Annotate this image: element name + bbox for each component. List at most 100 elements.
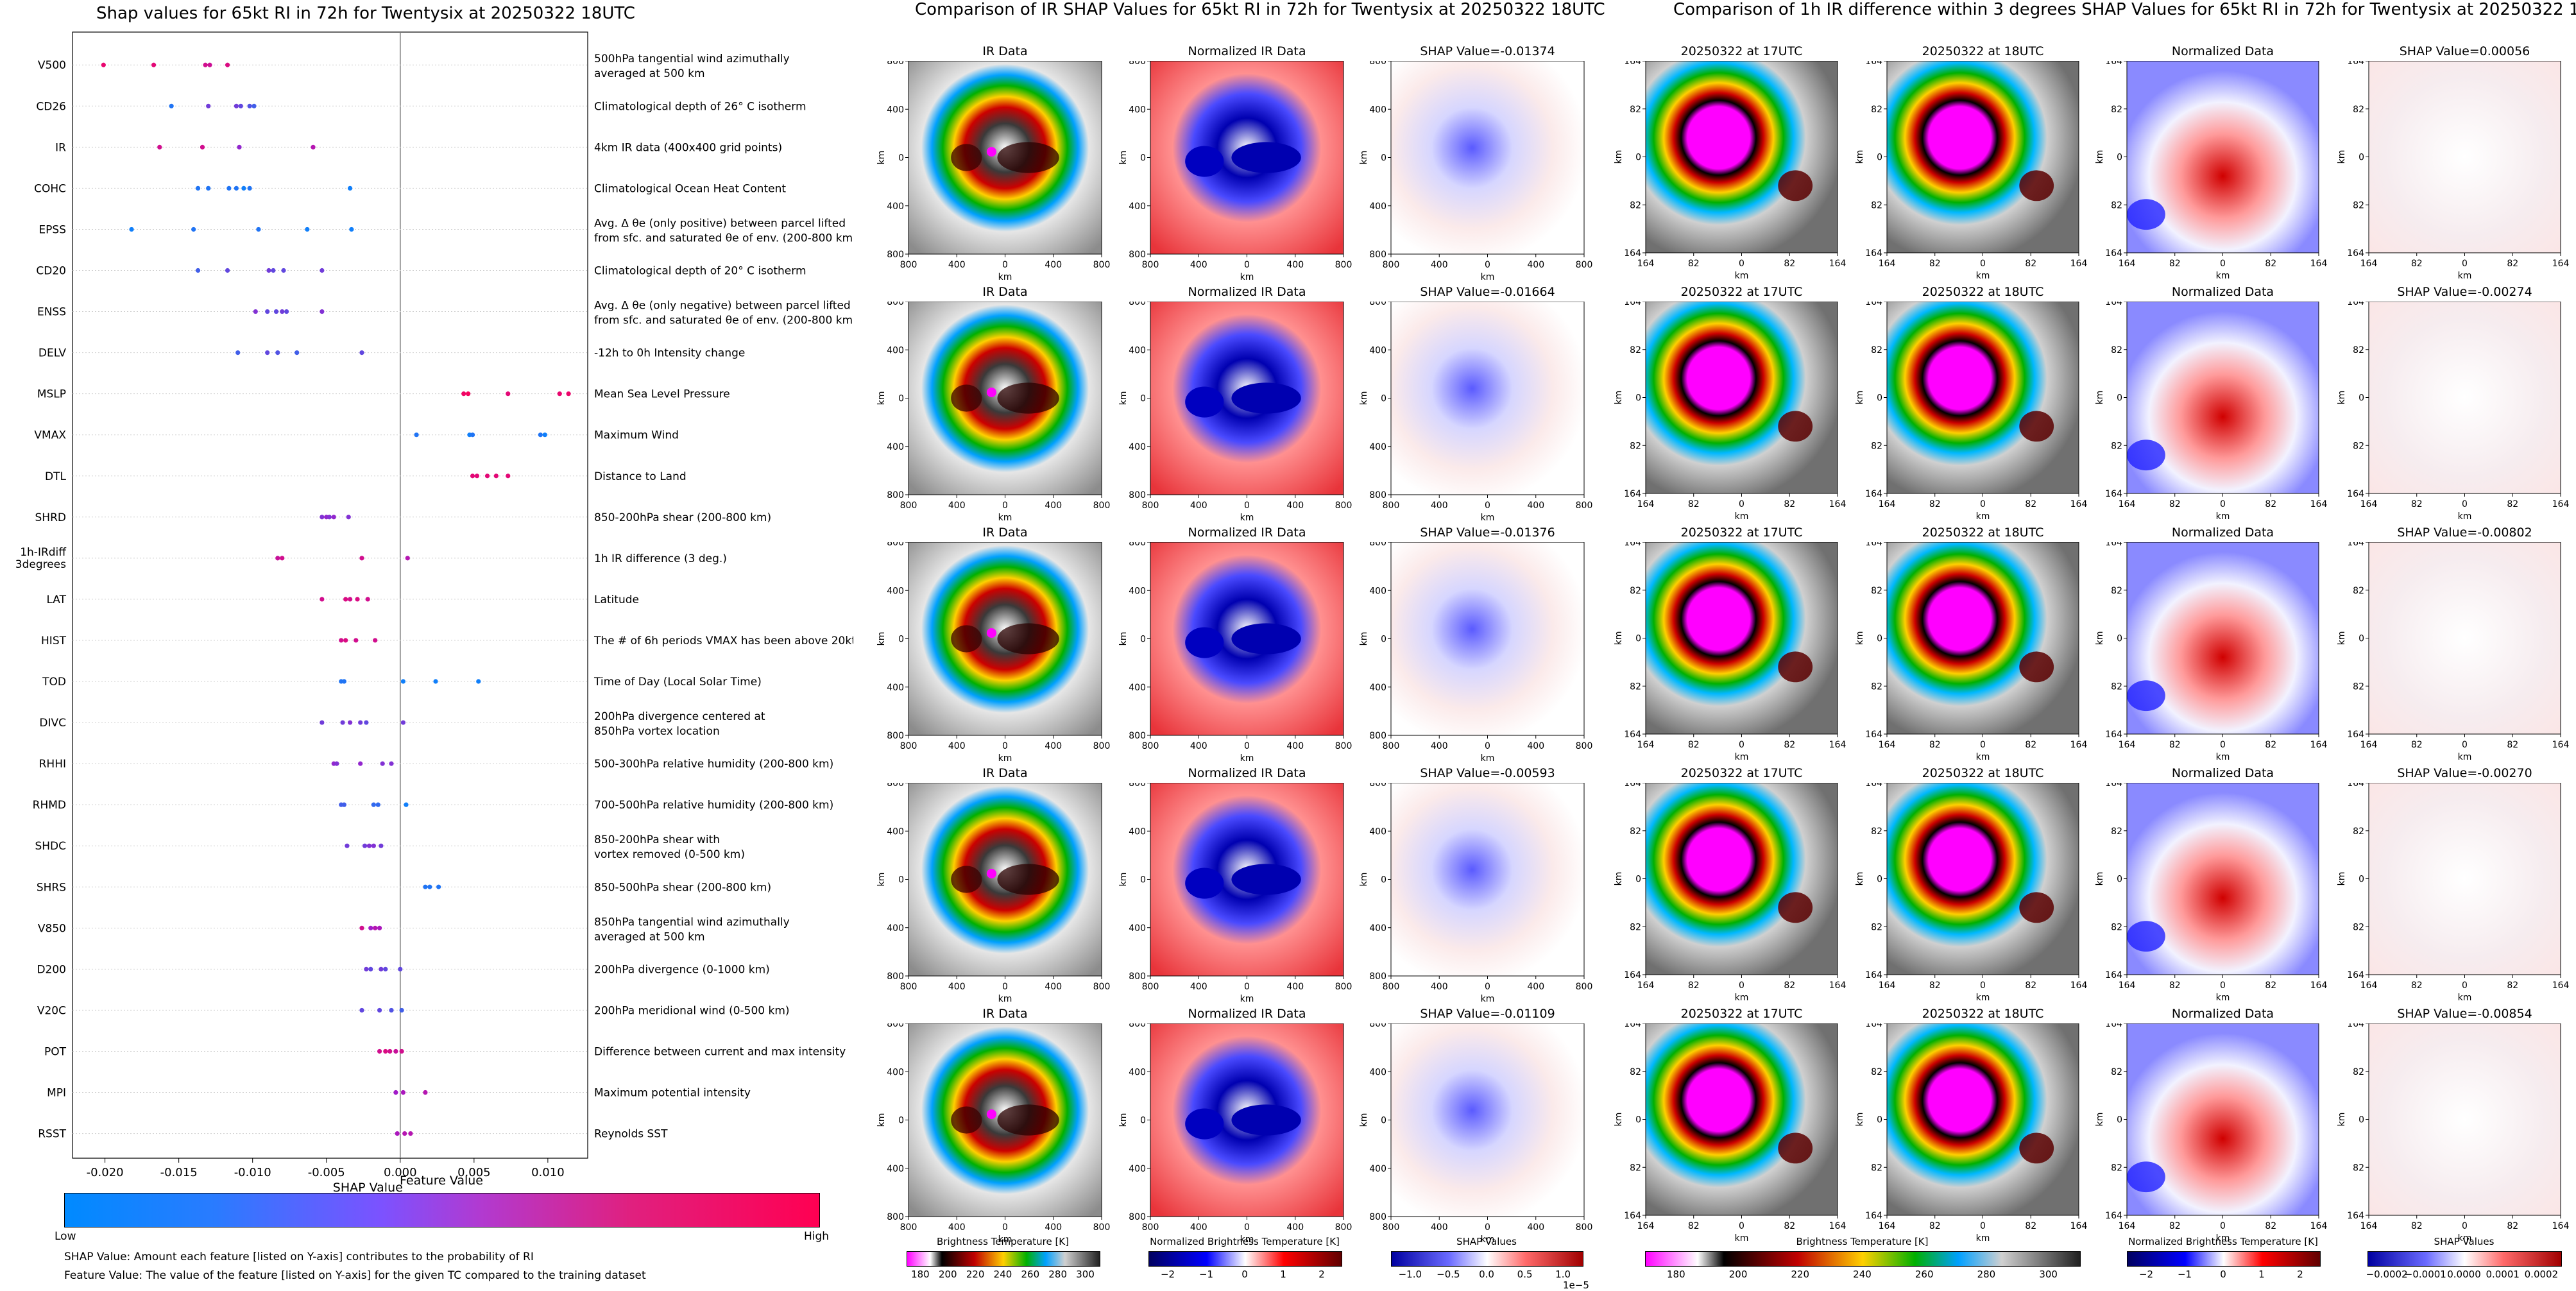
shap-point (405, 556, 410, 561)
shap-point (364, 966, 369, 971)
y-tick-label: 164 (2347, 302, 2364, 307)
x-tick-label: 0 (1980, 740, 1986, 750)
x-tick-label: 800 (1093, 982, 1111, 992)
x-tick-label: 800 (900, 260, 917, 270)
feature-description-line: 850-200hPa shear with (594, 834, 720, 846)
feature-description-line: Time of Day (Local Solar Time) (593, 676, 762, 688)
colorbar-tick-label: 0.5 (1517, 1269, 1533, 1280)
x-tick-label: 0 (1485, 982, 1490, 992)
cloud-feature (2127, 440, 2165, 471)
y-tick-label: 0 (2358, 634, 2364, 644)
shap-point (320, 720, 325, 725)
y-tick-label: 800 (887, 250, 904, 260)
y-axis-label: km (1855, 391, 1865, 405)
feature-label-line: MPI (47, 1087, 66, 1100)
x-tick-label: 82 (2169, 499, 2181, 509)
x-tick-label: 400 (1286, 741, 1304, 751)
heatmap-image (1391, 1023, 1584, 1217)
y-tick-label: 800 (1129, 731, 1146, 741)
y-tick-label: 800 (1369, 61, 1386, 67)
feature-description-line: Reynolds SST (594, 1128, 668, 1141)
x-tick-label: 0 (1739, 499, 1744, 509)
feature-description: 850-200hPa shear with vortex removed (0-5… (594, 834, 745, 861)
y-axis-label: km (876, 391, 887, 406)
y-tick-label: 82 (2111, 345, 2122, 355)
y-axis-label: km (1118, 391, 1129, 406)
feature-label-line: DIVC (39, 717, 66, 730)
feature-description-line: Avg. Δ θe (only positive) between parcel… (594, 217, 846, 230)
x-tick-label: 164 (2552, 499, 2570, 509)
x-axis-label: km (1240, 1235, 1254, 1245)
x-tick-label: 0 (1980, 980, 1986, 991)
cloud-feature (986, 628, 996, 638)
y-tick-label: 164 (2105, 1023, 2122, 1029)
y-tick-label: 82 (1871, 586, 1882, 596)
colorbar-tick-label: 260 (1915, 1269, 1934, 1280)
feature-label-line: COHC (34, 182, 66, 195)
colorbar (2367, 1251, 2562, 1267)
shap-point (368, 925, 373, 930)
x-tick-label: 800 (1576, 1222, 1593, 1233)
y-tick-label: 164 (1865, 970, 1882, 980)
x-tick-label: 82 (1784, 980, 1795, 991)
y-tick-label: 164 (1624, 542, 1641, 548)
x-axis-label: SHAP Value (333, 1181, 403, 1195)
heatmap-image (2369, 783, 2561, 975)
feature-label-line: RSST (38, 1128, 66, 1141)
panel-title: 20250322 at 18UTC (1922, 766, 2044, 780)
x-axis-label: km (998, 753, 1012, 764)
colorbar-tick-label: 0.0001 (2486, 1269, 2520, 1280)
x-tick-label: 164 (2119, 499, 2136, 509)
y-tick-label: 164 (1624, 1211, 1641, 1221)
panel-title: IR Data (982, 766, 1028, 780)
shap-point (380, 761, 385, 766)
shap-point (327, 515, 332, 520)
shap-point (346, 515, 351, 520)
y-tick-label: 164 (1624, 489, 1641, 499)
panel-title: Normalized IR Data (1188, 285, 1306, 299)
colorbar-tick-label: −0.5 (1437, 1269, 1460, 1280)
feature-label: MSLP (37, 388, 66, 401)
x-tick-label: 164 (2360, 1221, 2378, 1231)
x-axis-label: km (1240, 753, 1254, 764)
x-tick-label: 400 (1527, 260, 1544, 270)
colorbar-tick-label: 1.0 (1555, 1269, 1571, 1280)
feature-label: RSST (38, 1128, 66, 1141)
y-tick-label: 400 (1129, 442, 1146, 452)
x-tick-label: 0 (1485, 260, 1490, 270)
x-tick-label: 800 (1383, 260, 1400, 270)
y-tick-label: 0 (1140, 153, 1146, 164)
y-tick-label: 400 (887, 683, 904, 693)
x-tick-label: 0 (1002, 500, 1008, 511)
y-tick-label: 82 (2353, 1067, 2364, 1077)
x-tick-label: 400 (1527, 741, 1544, 751)
y-tick-label: 82 (1871, 441, 1882, 451)
shap-point (247, 185, 252, 191)
feature-label: SHDC (35, 840, 66, 853)
y-tick-label: 82 (1871, 922, 1882, 932)
shap-point (377, 1007, 382, 1013)
x-tick-label: 400 (1286, 500, 1304, 511)
y-tick-label: 164 (1624, 61, 1641, 67)
heatmap-image (1391, 542, 1584, 735)
x-axis-label: km (1481, 753, 1495, 764)
colorbar-label: Normalized Brightness Temperature [K] (2128, 1236, 2318, 1247)
feature-label: 1h-IRdiff 3degrees (15, 546, 67, 571)
x-tick-label: 82 (2507, 259, 2518, 269)
shap-point (399, 1048, 404, 1054)
y-axis-label: km (1855, 631, 1865, 646)
x-tick-label: 82 (1784, 499, 1795, 509)
y-tick-label: 82 (2353, 681, 2364, 692)
x-tick-label: 164 (2552, 980, 2570, 991)
y-tick-label: 0 (898, 875, 904, 885)
x-tick-label: 82 (2025, 1221, 2036, 1231)
cloud-feature (997, 142, 1059, 173)
y-tick-label: 0 (1635, 634, 1641, 644)
y-tick-label: 0 (2358, 875, 2364, 885)
y-tick-label: 0 (2358, 393, 2364, 404)
x-tick-label: 0 (1244, 1222, 1250, 1233)
x-tick-label: 164 (2119, 980, 2136, 991)
